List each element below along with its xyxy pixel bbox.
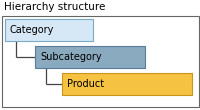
Text: Hierarchy structure: Hierarchy structure <box>4 2 105 12</box>
Bar <box>5 19 93 41</box>
Bar <box>62 73 191 95</box>
Bar <box>2 16 198 107</box>
Text: Subcategory: Subcategory <box>40 52 101 62</box>
Bar <box>35 46 144 68</box>
Text: Product: Product <box>67 79 104 89</box>
Text: Category: Category <box>10 25 54 35</box>
